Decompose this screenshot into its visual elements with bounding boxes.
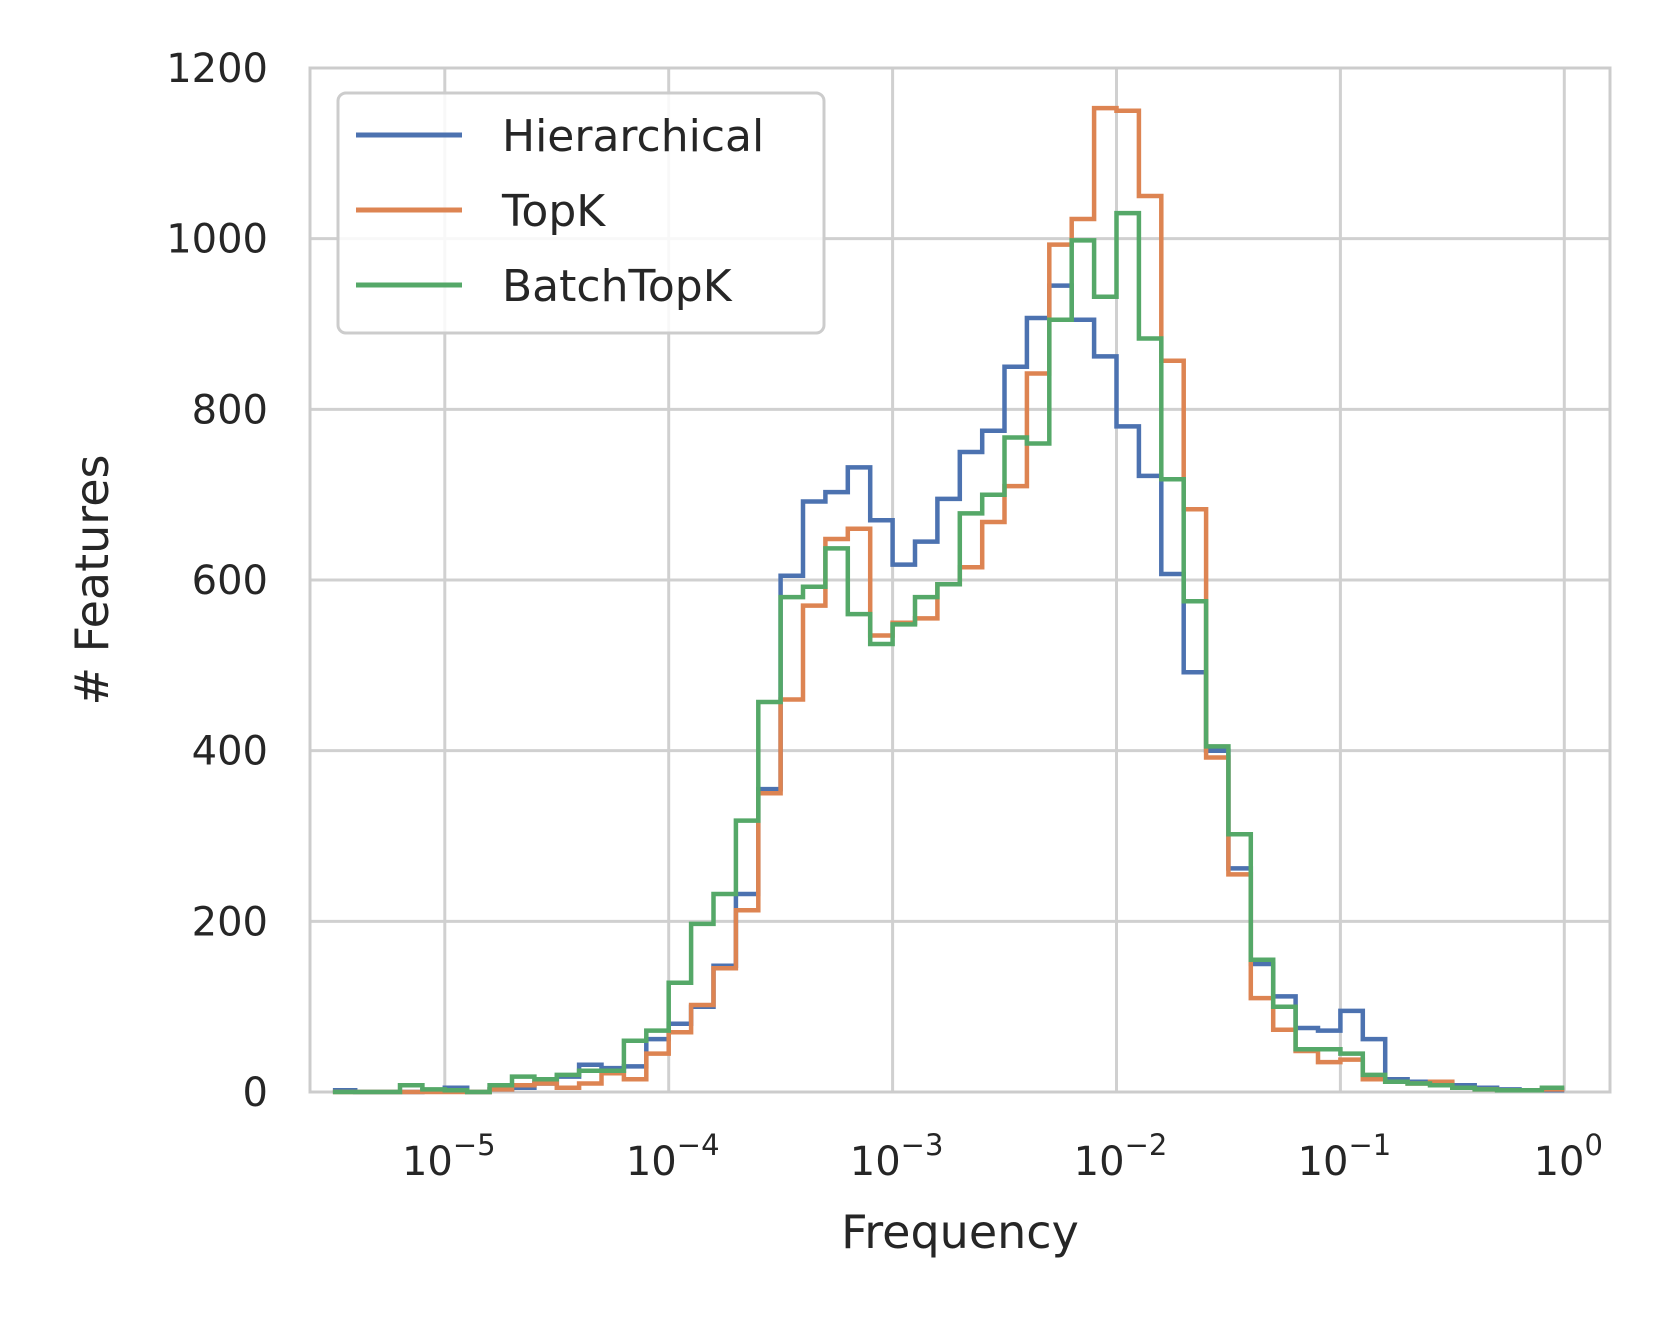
legend-label-topk: TopK — [501, 186, 606, 237]
series-layer — [332, 105, 1565, 1095]
x-tick-exponent: −1 — [1348, 1128, 1391, 1162]
x-tick-exponent: −4 — [677, 1128, 720, 1162]
x-tick-label: 10−4 — [626, 1128, 720, 1185]
x-tick-label: 10−3 — [850, 1128, 944, 1185]
x-tick-base: 10 — [402, 1139, 453, 1185]
legend-label-hierarchical: Hierarchical — [502, 111, 764, 162]
x-tick-base: 10 — [850, 1139, 901, 1185]
x-tick-base: 10 — [626, 1139, 677, 1185]
x-tick-base: 10 — [1298, 1139, 1349, 1185]
x-axis-label: Frequency — [841, 1205, 1079, 1259]
y-tick-label: 200 — [192, 899, 268, 945]
x-tick-label: 10−5 — [402, 1128, 496, 1185]
x-tick-label: 10−2 — [1074, 1128, 1168, 1185]
x-tick-label: 10−1 — [1298, 1128, 1392, 1185]
y-axis-label: # Features — [65, 455, 119, 706]
x-tick-base: 10 — [1534, 1139, 1585, 1185]
x-tick-exponent: −5 — [453, 1128, 496, 1162]
x-tick-base: 10 — [1074, 1139, 1125, 1185]
x-tick-labels: 10−5 10−4 10−3 10−2 10−1 100 — [402, 1128, 1603, 1185]
y-tick-label: 1000 — [166, 217, 268, 263]
y-tick-label: 600 — [192, 558, 268, 604]
y-tick-label: 800 — [192, 387, 268, 433]
legend: Hierarchical TopK BatchTopK — [336, 91, 826, 335]
y-tick-label: 0 — [243, 1070, 268, 1116]
y-tick-label: 1200 — [166, 46, 268, 92]
y-tick-labels: 0 200 400 600 800 1000 1200 — [166, 46, 268, 1116]
y-tick-label: 400 — [192, 729, 268, 775]
x-tick-exponent: −2 — [1125, 1128, 1168, 1162]
series-line-batchtopk — [332, 210, 1565, 1095]
legend-box — [336, 91, 826, 335]
x-tick-exponent: 0 — [1585, 1128, 1603, 1162]
legend-label-batchtopk: BatchTopK — [502, 261, 733, 312]
plot-frame — [308, 66, 1612, 1094]
x-tick-exponent: −3 — [901, 1128, 944, 1162]
x-tick-label: 100 — [1534, 1128, 1603, 1185]
